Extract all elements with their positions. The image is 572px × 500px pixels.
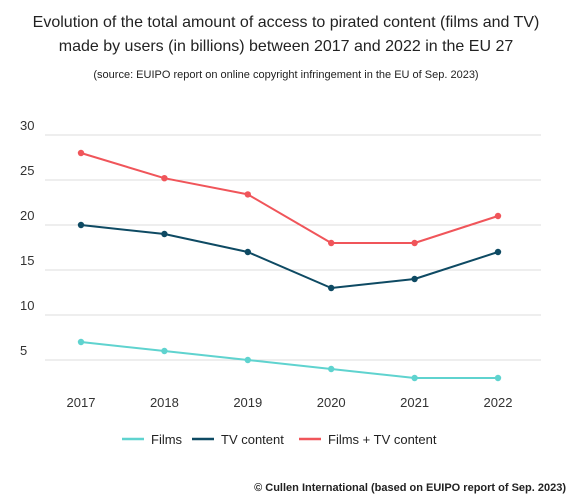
x-axis-ticks: 2017 2018 2019 2020 2021 2022	[67, 395, 513, 410]
data-point	[328, 365, 335, 373]
series-tv-content	[77, 221, 502, 292]
x-tick-label: 2017	[67, 395, 96, 410]
y-tick-label: 25	[20, 163, 34, 178]
series-films-tv-content	[77, 149, 502, 247]
x-tick-label: 2021	[400, 395, 429, 410]
x-tick-label: 2022	[484, 395, 513, 410]
data-point	[494, 374, 502, 382]
y-axis-ticks: 5 10 15 20 25 30	[20, 118, 34, 358]
data-point	[77, 149, 85, 157]
data-point	[328, 284, 335, 292]
series-line	[80, 341, 498, 379]
legend-item: Films + TV content	[299, 432, 437, 447]
data-point	[411, 275, 418, 283]
y-tick-label: 30	[20, 118, 34, 133]
data-point	[411, 239, 418, 247]
data-point	[411, 374, 418, 382]
data-point	[244, 248, 251, 256]
chart-title-line-2: made by users (in billions) between 2017…	[59, 38, 514, 55]
series-films	[77, 338, 502, 382]
legend-label: Films + TV content	[328, 432, 437, 447]
series-line	[80, 152, 499, 244]
y-tick-label: 20	[20, 208, 34, 223]
data-point	[161, 347, 168, 355]
series-line	[80, 224, 499, 289]
data-point	[244, 191, 251, 198]
chart-footer: © Cullen International (based on EUIPO r…	[254, 482, 566, 494]
y-tick-label: 5	[20, 343, 27, 358]
gridlines	[45, 134, 541, 361]
legend-item: Films	[122, 432, 183, 447]
data-point	[244, 356, 251, 364]
legend: Films TV content Films + TV content	[122, 432, 437, 447]
data-point	[77, 338, 85, 346]
data-point	[161, 175, 168, 182]
legend-label: Films	[151, 432, 183, 447]
data-point	[494, 248, 502, 256]
y-tick-label: 15	[20, 253, 34, 268]
x-tick-label: 2019	[233, 395, 262, 410]
data-point	[77, 221, 85, 229]
chart-title-line-1: Evolution of the total amount of access …	[33, 14, 540, 31]
series-lines	[77, 149, 502, 382]
x-tick-label: 2018	[150, 395, 179, 410]
legend-label: TV content	[221, 432, 284, 447]
y-tick-label: 10	[20, 298, 34, 313]
legend-item: TV content	[192, 432, 284, 447]
data-point	[494, 212, 502, 220]
chart-subtitle: (source: EUIPO report on online copyrigh…	[93, 69, 478, 81]
data-point	[328, 239, 335, 247]
x-tick-label: 2020	[317, 395, 346, 410]
data-point	[161, 230, 168, 238]
